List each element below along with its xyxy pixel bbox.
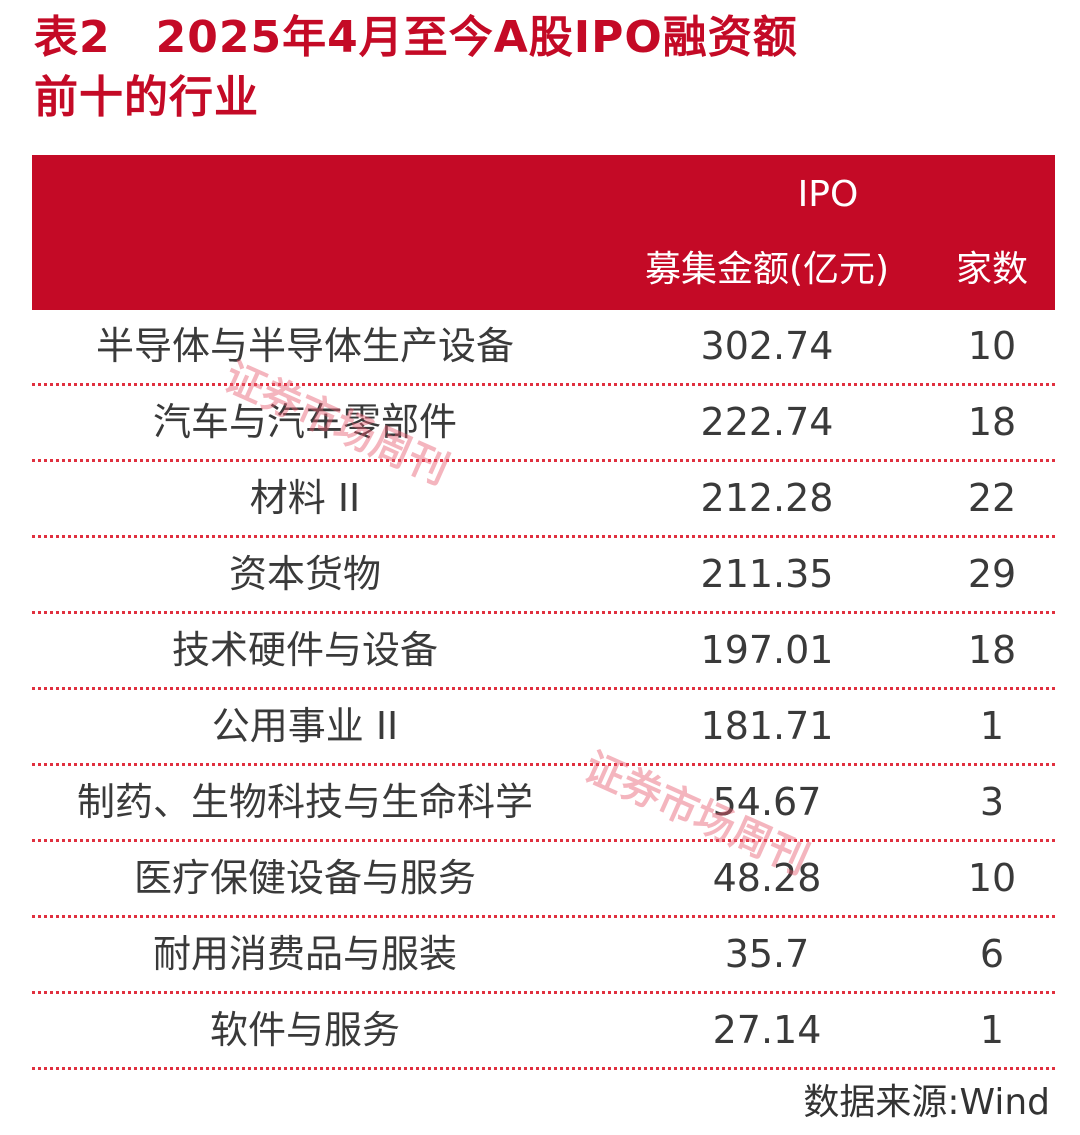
table-row: 汽车与汽车零部件 222.74 18 xyxy=(32,386,1055,462)
amount-cell: 181.71 xyxy=(700,704,834,748)
table-row: 医疗保健设备与服务 48.28 10 xyxy=(32,842,1055,918)
title-line-1: 表2 2025年4月至今A股IPO融资额 xyxy=(34,12,798,63)
table-row: 半导体与半导体生产设备 302.74 10 xyxy=(32,310,1055,386)
table-title: 表2 2025年4月至今A股IPO融资额 前十的行业 xyxy=(34,8,1064,128)
table-row: 技术硬件与设备 197.01 18 xyxy=(32,614,1055,690)
table-row: 公用事业 II 181.71 1 xyxy=(32,690,1055,766)
count-cell: 1 xyxy=(979,1008,1005,1052)
table-row: 材料 II 212.28 22 xyxy=(32,462,1055,538)
industry-cell: 医疗保健设备与服务 xyxy=(133,856,477,900)
industry-cell: 公用事业 II xyxy=(211,704,399,748)
count-cell: 1 xyxy=(979,704,1005,748)
amount-cell: 54.67 xyxy=(712,780,822,824)
industry-cell: 汽车与汽车零部件 xyxy=(152,400,458,444)
industry-cell: 资本货物 xyxy=(228,552,382,596)
data-source: 数据来源:Wind xyxy=(803,1082,1050,1123)
title-line-2: 前十的行业 xyxy=(34,72,259,123)
table-header: IPO 募集金额(亿元) 家数 xyxy=(32,155,1055,310)
table-row: 制药、生物科技与生命科学 54.67 3 xyxy=(32,766,1055,842)
amount-cell: 48.28 xyxy=(712,856,822,900)
industry-cell: 材料 II xyxy=(249,476,361,520)
count-cell: 18 xyxy=(967,628,1017,672)
amount-cell: 35.7 xyxy=(724,932,810,976)
count-cell: 10 xyxy=(967,324,1017,368)
count-cell: 10 xyxy=(967,856,1017,900)
industry-cell: 制药、生物科技与生命科学 xyxy=(76,780,534,824)
table-row: 资本货物 211.35 29 xyxy=(32,538,1055,614)
table-row: 耐用消费品与服装 35.7 6 xyxy=(32,918,1055,994)
table-row: 软件与服务 27.14 1 xyxy=(32,994,1055,1070)
table-body: 半导体与半导体生产设备 302.74 10 汽车与汽车零部件 222.74 18 材料 II… xyxy=(32,310,1055,1070)
amount-cell: 302.74 xyxy=(700,324,834,368)
header-amount: 募集金额(亿元) xyxy=(644,249,890,290)
industry-cell: 耐用消费品与服装 xyxy=(152,932,458,976)
amount-cell: 211.35 xyxy=(700,552,834,596)
industry-cell: 半导体与半导体生产设备 xyxy=(95,324,515,368)
header-group-ipo: IPO xyxy=(797,174,859,215)
amount-cell: 27.14 xyxy=(712,1008,822,1052)
count-cell: 29 xyxy=(967,552,1017,596)
amount-cell: 212.28 xyxy=(700,476,834,520)
industry-cell: 技术硬件与设备 xyxy=(171,628,439,672)
count-cell: 6 xyxy=(979,932,1005,976)
industry-cell: 软件与服务 xyxy=(209,1008,401,1052)
amount-cell: 222.74 xyxy=(700,400,834,444)
amount-cell: 197.01 xyxy=(700,628,834,672)
count-cell: 22 xyxy=(967,476,1017,520)
header-count: 家数 xyxy=(955,249,1029,290)
count-cell: 3 xyxy=(979,780,1005,824)
count-cell: 18 xyxy=(967,400,1017,444)
